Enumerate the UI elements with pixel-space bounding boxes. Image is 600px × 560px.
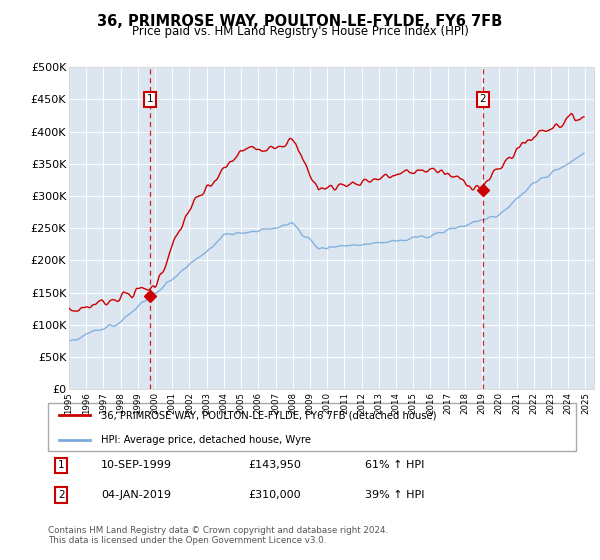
Text: 2012: 2012 [357,392,366,414]
Text: 2025: 2025 [581,392,590,414]
Text: 2017: 2017 [443,392,452,414]
Text: 36, PRIMROSE WAY, POULTON-LE-FYLDE, FY6 7FB (detached house): 36, PRIMROSE WAY, POULTON-LE-FYLDE, FY6 … [101,410,436,420]
Text: 2009: 2009 [305,392,314,414]
Text: 2001: 2001 [168,392,177,414]
Text: 2022: 2022 [529,392,538,414]
Text: 1998: 1998 [116,392,125,414]
Text: 2015: 2015 [409,392,418,414]
Text: 2: 2 [479,95,486,104]
Text: 2005: 2005 [236,392,245,414]
Text: This data is licensed under the Open Government Licence v3.0.: This data is licensed under the Open Gov… [48,536,326,545]
Text: 10-SEP-1999: 10-SEP-1999 [101,460,172,470]
Text: 2014: 2014 [392,392,401,414]
Text: 2011: 2011 [340,392,349,414]
Text: 36, PRIMROSE WAY, POULTON-LE-FYLDE, FY6 7FB: 36, PRIMROSE WAY, POULTON-LE-FYLDE, FY6 … [97,14,503,29]
Text: 2016: 2016 [426,392,435,414]
Text: HPI: Average price, detached house, Wyre: HPI: Average price, detached house, Wyre [101,435,311,445]
Text: 1999: 1999 [133,392,142,414]
Text: 2007: 2007 [271,392,280,414]
Text: 2006: 2006 [254,392,263,414]
Text: 2019: 2019 [478,392,487,414]
Text: 2: 2 [58,490,65,500]
Text: 1997: 1997 [99,392,108,414]
Text: 2023: 2023 [547,392,556,414]
Text: Price paid vs. HM Land Registry's House Price Index (HPI): Price paid vs. HM Land Registry's House … [131,25,469,38]
Text: Contains HM Land Registry data © Crown copyright and database right 2024.: Contains HM Land Registry data © Crown c… [48,526,388,535]
Text: 2013: 2013 [374,392,383,414]
Text: 1995: 1995 [65,392,74,414]
Text: 2018: 2018 [460,392,469,414]
Text: 2002: 2002 [185,392,194,414]
Text: 2020: 2020 [495,392,504,414]
Text: 04-JAN-2019: 04-JAN-2019 [101,490,171,500]
Text: 39% ↑ HPI: 39% ↑ HPI [365,490,424,500]
Text: 2010: 2010 [323,392,332,414]
Text: 1: 1 [146,95,153,104]
Text: 61% ↑ HPI: 61% ↑ HPI [365,460,424,470]
Text: £310,000: £310,000 [248,490,301,500]
Text: 2003: 2003 [202,392,211,414]
Text: 2000: 2000 [151,392,160,414]
Text: 2021: 2021 [512,392,521,414]
Text: £143,950: £143,950 [248,460,302,470]
Text: 1996: 1996 [82,392,91,414]
Text: 2008: 2008 [288,392,297,414]
Text: 2024: 2024 [563,392,572,414]
Text: 1: 1 [58,460,65,470]
Text: 2004: 2004 [220,392,229,414]
FancyBboxPatch shape [48,403,576,451]
